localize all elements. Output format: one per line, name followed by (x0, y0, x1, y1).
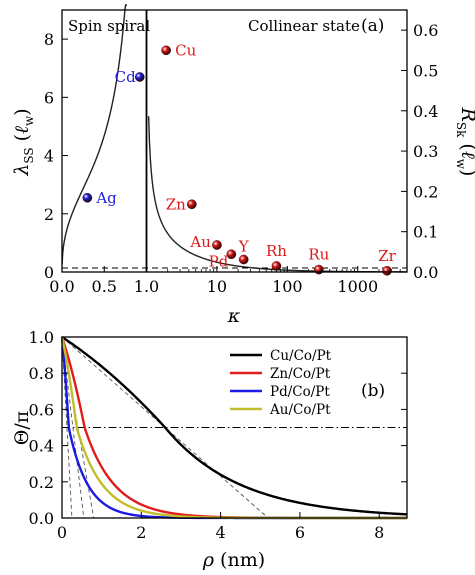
panel-b-label: (b) (361, 381, 385, 401)
point-zr (382, 265, 392, 276)
x-tick-label: 10 (207, 277, 227, 296)
y-tick-label: 0.4 (29, 437, 54, 456)
x-tick-label: 0.0 (49, 277, 74, 296)
y-right-tick-label: 0.3 (413, 142, 438, 161)
x-tick-label: 1.0 (134, 277, 159, 296)
point-label-ag: Ag (95, 189, 117, 207)
spin-spiral-region-label: Spin spiral (68, 17, 150, 35)
point-au (212, 240, 222, 250)
point-label-zn: Zn (166, 195, 186, 213)
collinear-region-label: Collinear state (248, 17, 360, 35)
y-axis-label-right: RSk (ℓw) (454, 107, 475, 177)
series-cu-co-pt (61, 335, 408, 516)
spin-spiral-curve (61, 4, 127, 265)
y-right-tick-label: 0.1 (413, 223, 438, 242)
x-tick-label: 1000 (337, 277, 378, 296)
tangent-cu-co-pt (61, 336, 269, 519)
point-label-cu: Cu (175, 41, 196, 59)
x-tick-label: 100 (272, 277, 303, 296)
panel-a-frame (61, 9, 408, 273)
legend-label: Zn/Co/Pt (270, 366, 331, 382)
y-tick-label: 0.6 (29, 400, 54, 419)
x-axis-label-rho: ρ (nm) (202, 549, 265, 571)
point-label-zr: Zr (378, 247, 396, 265)
panel-b: 0 2 4 6 8 0.0 0.2 0.4 0.6 0.8 1.0 (b) Cu/Co/Pt Zn/C… (11, 328, 408, 571)
legend-label: Pd/Co/Pt (270, 384, 330, 400)
y-right-tick-label: 0.2 (413, 182, 438, 201)
y-right-tick-label: 0.4 (413, 102, 438, 121)
x-tick-label: 0 (57, 523, 67, 542)
y-axis-label-theta: Θ/π (11, 411, 33, 445)
y-left-tick-label: 6 (44, 88, 54, 107)
y-left-tick-label: 2 (44, 205, 54, 224)
point-pd (226, 249, 237, 260)
x-tick-label: 4 (216, 523, 226, 542)
legend-label: Au/Co/Pt (269, 402, 331, 418)
y-right-tick-label: 0.0 (413, 263, 438, 282)
point-ru (314, 264, 324, 275)
x-tick-label: 2 (136, 523, 146, 542)
point-ag (82, 192, 93, 203)
y-left-tick-label: 8 (44, 30, 54, 49)
point-label-au: Au (189, 233, 211, 251)
point-cu (161, 45, 171, 56)
point-y (238, 254, 249, 265)
y-tick-label: 1.0 (29, 328, 54, 347)
point-label-rh: Rh (266, 242, 287, 260)
point-label-ru: Ru (308, 246, 329, 264)
point-label-y: Y (238, 238, 250, 256)
x-axis-label-kappa: κ (227, 305, 241, 327)
panel-a-label: (a) (361, 16, 384, 36)
point-label-pd: Pd (209, 252, 229, 270)
y-right-tick-label: 0.5 (413, 61, 438, 80)
y-tick-label: 0.2 (29, 473, 54, 492)
x-tick-label: 6 (295, 523, 305, 542)
y-axis-label-left: λSS (ℓw) (11, 108, 36, 176)
point-zn (187, 199, 197, 210)
point-label-cd: Cd (115, 68, 136, 86)
panel-b-frame (61, 336, 408, 519)
legend: Cu/Co/Pt Zn/Co/Pt Pd/Co/Pt Au/Co/Pt (230, 348, 332, 418)
x-tick-label: 0.5 (92, 277, 117, 296)
x-tick-label: 8 (374, 523, 384, 542)
y-tick-label: 0.8 (29, 364, 54, 383)
y-right-tick-label: 0.6 (413, 21, 438, 40)
y-tick-label: 0.0 (29, 509, 54, 528)
point-cd (134, 72, 145, 82)
y-left-tick-label: 4 (44, 147, 54, 166)
legend-label: Cu/Co/Pt (270, 348, 332, 364)
y-left-tick-label: 0 (44, 263, 54, 282)
